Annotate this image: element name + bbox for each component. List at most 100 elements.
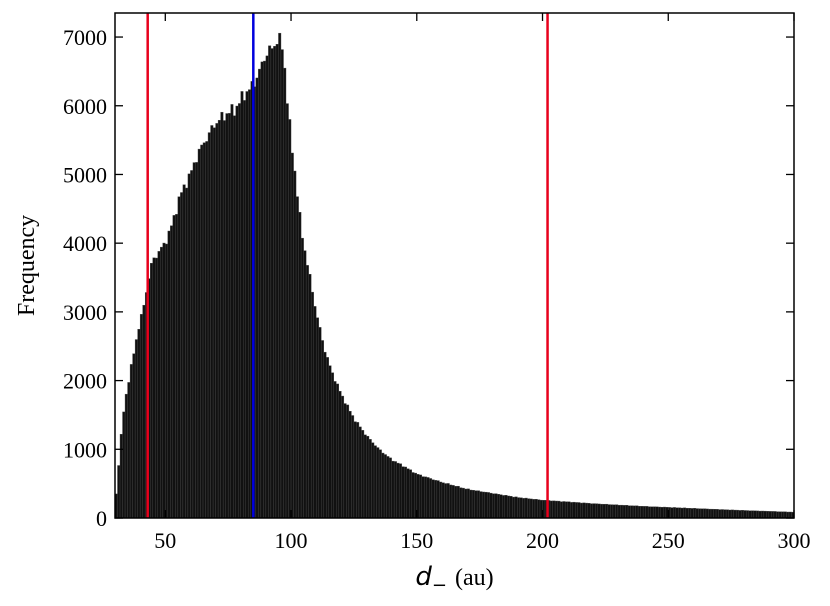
x-tick-label: 250 xyxy=(652,528,685,553)
histogram-bar xyxy=(391,460,395,519)
histogram-bar xyxy=(456,485,460,519)
histogram-bar xyxy=(479,491,483,519)
histogram-bar xyxy=(673,507,676,519)
histogram-bar xyxy=(497,494,500,519)
histogram-bar xyxy=(263,60,267,519)
histogram-bar xyxy=(245,91,249,519)
histogram-bar xyxy=(308,274,312,519)
histogram-bar xyxy=(690,508,694,519)
histogram-bar xyxy=(439,481,443,519)
histogram-bar xyxy=(454,486,458,519)
histogram-bar xyxy=(396,462,400,519)
histogram-bar xyxy=(481,491,485,519)
histogram-bar xyxy=(610,504,614,519)
histogram-bar xyxy=(424,476,428,519)
y-tick-label: 1000 xyxy=(63,437,107,462)
histogram-bar xyxy=(122,411,126,519)
histogram-bar xyxy=(605,503,609,519)
histogram-bar xyxy=(212,127,216,519)
histogram-bar xyxy=(411,472,415,519)
histogram-bar xyxy=(222,120,226,519)
histogram-bar xyxy=(582,502,586,519)
histogram-bar xyxy=(494,493,498,519)
histogram-bar xyxy=(562,501,566,519)
histogram-bar xyxy=(680,507,684,519)
histogram-bar xyxy=(225,113,229,519)
histogram-bar xyxy=(630,505,634,519)
y-axis-ticks: 0 1000 2000 3000 4000 5000 6000 7000 xyxy=(63,25,794,531)
histogram-bar xyxy=(210,125,214,519)
histogram-bar xyxy=(255,77,259,519)
histogram-bar xyxy=(567,501,571,519)
histogram-bar xyxy=(258,68,262,519)
histogram-bar xyxy=(285,103,289,519)
histogram-bar xyxy=(748,510,752,519)
histogram-bar xyxy=(358,426,362,519)
histogram-bar xyxy=(388,457,392,519)
histogram-bar xyxy=(768,511,772,519)
histogram-bar xyxy=(160,246,163,519)
histogram-bar xyxy=(700,508,704,519)
histogram-bar xyxy=(132,353,136,519)
histogram-bar xyxy=(645,506,649,519)
histogram-bar xyxy=(698,508,702,519)
histogram-bar xyxy=(142,304,146,519)
histogram-bar xyxy=(730,509,734,519)
histogram-bar xyxy=(451,485,455,519)
y-tick-label: 2000 xyxy=(63,369,107,394)
histogram-bar xyxy=(738,510,742,519)
histogram-bar xyxy=(139,314,143,519)
histogram-bar xyxy=(200,144,204,519)
histogram-bar xyxy=(235,105,239,519)
histogram-bar xyxy=(220,111,224,519)
histogram-bar xyxy=(192,162,196,519)
y-tick-label: 5000 xyxy=(63,162,107,187)
histogram-bar xyxy=(620,504,624,519)
histogram-bar xyxy=(381,452,385,519)
histogram-bar xyxy=(338,391,342,519)
histogram-bar xyxy=(376,447,380,519)
histogram-bar xyxy=(600,503,604,519)
histogram-bar xyxy=(243,100,246,519)
histogram-bar xyxy=(295,196,299,519)
histogram-bar xyxy=(270,48,274,519)
histogram-bar xyxy=(441,482,445,519)
histogram-bar xyxy=(512,496,516,519)
histogram-bar xyxy=(406,468,410,519)
plot-frame xyxy=(114,12,795,519)
histogram-bar xyxy=(743,510,747,519)
histogram-bar xyxy=(275,44,279,519)
x-tick-label: 300 xyxy=(778,528,811,553)
histogram-bar xyxy=(238,103,241,519)
histogram-bar xyxy=(688,508,692,519)
histogram-bar xyxy=(265,55,269,519)
histogram-bar xyxy=(469,489,473,519)
histogram-bar xyxy=(313,306,317,519)
histogram-bar xyxy=(283,67,287,519)
histogram-bar xyxy=(597,503,601,519)
histogram-bar xyxy=(577,502,581,519)
histogram-bar xyxy=(602,503,606,519)
histogram-bar xyxy=(197,148,201,519)
histogram-bar xyxy=(449,484,453,519)
histogram-bar xyxy=(504,495,508,519)
histogram-bar xyxy=(554,500,558,519)
histogram-bar xyxy=(227,113,231,519)
histogram-bar xyxy=(409,469,412,519)
histogram-bar xyxy=(474,490,478,519)
histogram-bar xyxy=(404,466,407,519)
histogram-bar xyxy=(527,498,531,519)
histogram-bar xyxy=(476,490,480,519)
histogram-bar xyxy=(346,404,350,519)
histogram-bar xyxy=(434,480,438,519)
histogram-bar xyxy=(786,511,790,519)
histogram-bar xyxy=(341,395,345,519)
histogram-bar xyxy=(713,509,717,519)
histogram-bar xyxy=(658,506,661,519)
histogram-bar xyxy=(150,263,153,519)
histogram-bar xyxy=(590,503,594,519)
histogram-bar xyxy=(187,173,191,519)
histogram-bar xyxy=(720,509,724,519)
histogram-bar xyxy=(708,508,712,519)
histogram-bar xyxy=(446,483,450,519)
